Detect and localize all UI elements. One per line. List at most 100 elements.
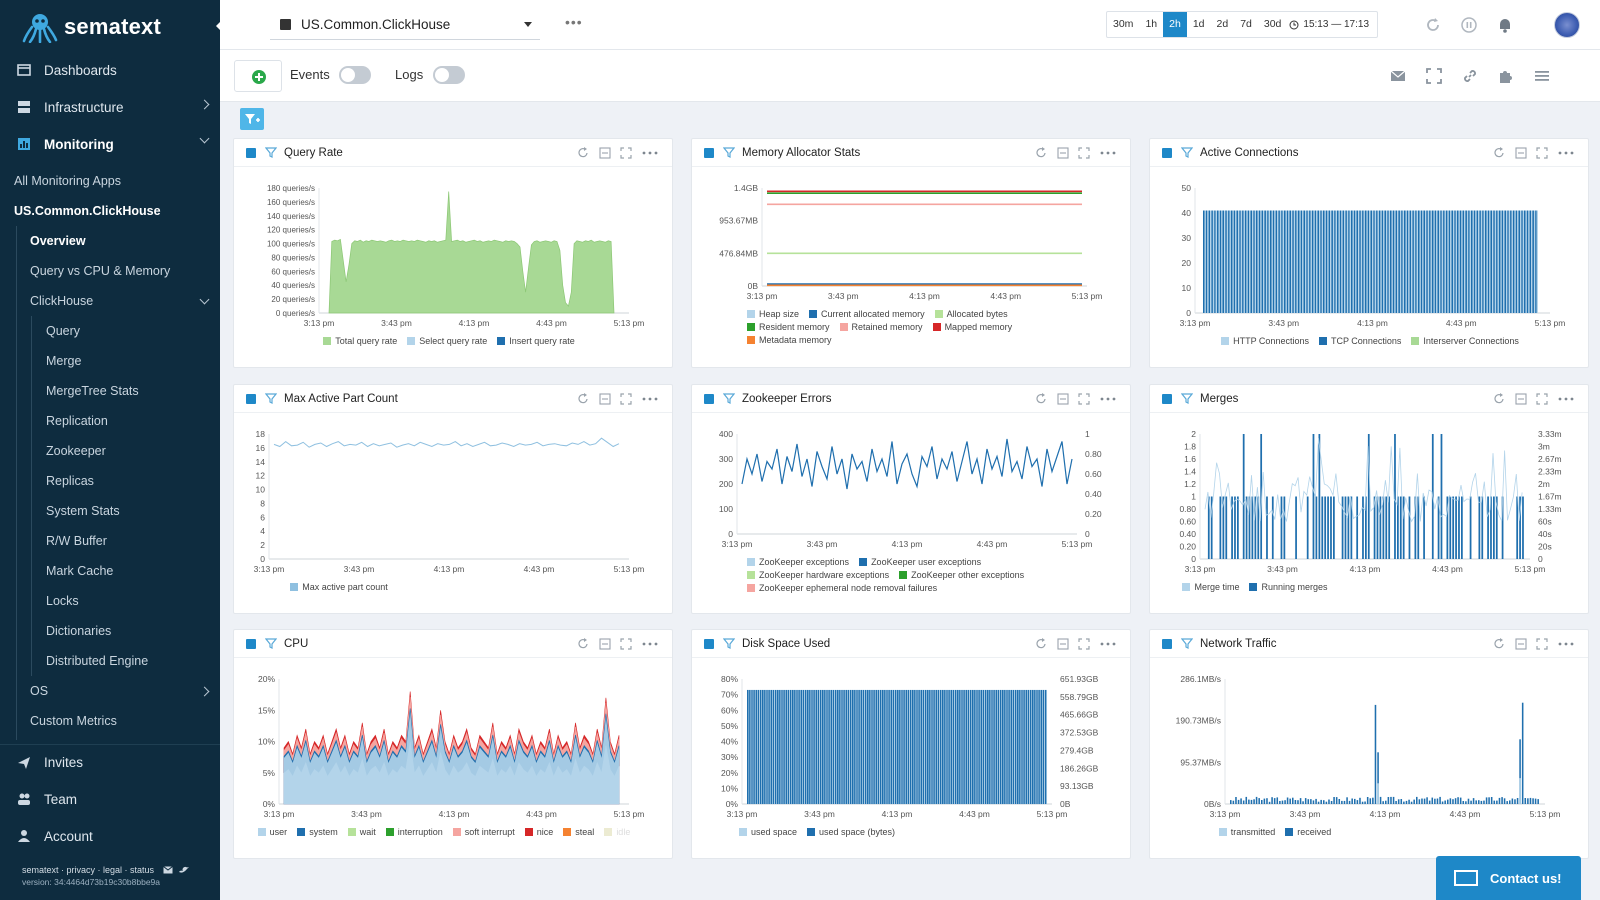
legend-item[interactable]: Insert query rate	[497, 335, 575, 348]
legend-item[interactable]: transmitted	[1218, 826, 1275, 839]
legend-item[interactable]: Allocated bytes	[934, 308, 1008, 321]
refresh-icon[interactable]	[1036, 147, 1046, 158]
refresh-icon[interactable]	[1424, 16, 1442, 34]
refresh-icon[interactable]	[578, 393, 588, 404]
legend-item[interactable]: Retained memory	[839, 321, 923, 334]
nav-dashboards[interactable]: Dashboards	[0, 52, 220, 88]
time-2h-button[interactable]: 2h	[1163, 12, 1187, 37]
expand-icon[interactable]	[620, 393, 632, 405]
sematext-logo[interactable]: sematext	[22, 10, 161, 44]
nav-clickhouse[interactable]: ClickHouse	[30, 294, 94, 308]
chart-type-icon[interactable]	[704, 639, 714, 649]
nav-invites[interactable]: Invites	[0, 744, 220, 780]
more-icon[interactable]	[1558, 151, 1574, 155]
legend-item[interactable]: ZooKeeper other exceptions	[899, 569, 1024, 582]
legend-item[interactable]: wait	[347, 826, 376, 839]
refresh-icon[interactable]	[578, 147, 588, 158]
mail-icon[interactable]	[1390, 68, 1406, 84]
fullscreen-icon[interactable]	[1426, 68, 1442, 84]
nav-replicas[interactable]: Replicas	[46, 474, 94, 488]
filter-icon[interactable]	[723, 393, 735, 404]
legend-item[interactable]: steal	[563, 826, 594, 839]
chart-type-icon[interactable]	[1162, 639, 1172, 649]
collapse-sidebar-button[interactable]	[212, 12, 220, 40]
filter-icon[interactable]	[265, 393, 277, 404]
legend-item[interactable]: TCP Connections	[1318, 335, 1401, 348]
minimize-icon[interactable]	[599, 393, 611, 405]
legend-item[interactable]: Mapped memory	[932, 321, 1012, 334]
filter-icon[interactable]	[1181, 393, 1193, 404]
legend-item[interactable]: ZooKeeper hardware exceptions	[747, 569, 889, 582]
expand-icon[interactable]	[620, 147, 632, 159]
legend-item[interactable]: Total query rate	[323, 335, 397, 348]
nav-overview[interactable]: Overview	[30, 234, 86, 248]
refresh-icon[interactable]	[1494, 147, 1504, 158]
pause-icon[interactable]	[1460, 16, 1478, 34]
more-options-icon[interactable]: •••	[565, 14, 583, 30]
avatar[interactable]	[1554, 12, 1580, 38]
minimize-icon[interactable]	[1057, 393, 1069, 405]
nav-dictionaries[interactable]: Dictionaries	[46, 624, 112, 638]
more-icon[interactable]	[1558, 397, 1574, 401]
filter-icon[interactable]	[723, 147, 735, 158]
time-30m-button[interactable]: 30m	[1113, 18, 1134, 30]
nav-current-app[interactable]: US.Common.ClickHouse	[14, 204, 161, 218]
chevron-right-icon[interactable]	[199, 686, 210, 697]
legend-item[interactable]: HTTP Connections	[1221, 335, 1309, 348]
footer-links[interactable]: sematext · privacy · legal · status	[22, 865, 190, 875]
legend-item[interactable]: Merge time	[1182, 581, 1239, 594]
more-icon[interactable]	[642, 397, 658, 401]
puzzle-icon[interactable]	[1498, 68, 1514, 84]
logs-toggle[interactable]	[433, 66, 465, 84]
legend-item[interactable]: system	[297, 826, 338, 839]
minimize-icon[interactable]	[599, 147, 611, 159]
legend-item[interactable]: ZooKeeper ephemeral node removal failure…	[747, 582, 937, 595]
legend-item[interactable]: Interserver Connections	[1411, 335, 1519, 348]
refresh-icon[interactable]	[1036, 638, 1046, 649]
time-2d-button[interactable]: 2d	[1216, 18, 1229, 30]
refresh-icon[interactable]	[578, 638, 588, 649]
legend-item[interactable]: Resident memory	[747, 321, 830, 334]
time-1h-button[interactable]: 1h	[1145, 18, 1158, 30]
more-icon[interactable]	[1100, 642, 1116, 646]
more-icon[interactable]	[1100, 397, 1116, 401]
chart-type-icon[interactable]	[704, 394, 714, 404]
nav-merge[interactable]: Merge	[46, 354, 82, 368]
minimize-icon[interactable]	[1057, 638, 1069, 650]
chart-type-icon[interactable]	[1162, 394, 1172, 404]
nav-mergetree-stats[interactable]: MergeTree Stats	[46, 384, 139, 398]
legend-item[interactable]: ZooKeeper user exceptions	[859, 556, 981, 569]
mail-icon[interactable]	[162, 866, 173, 874]
nav-query[interactable]: Query	[46, 324, 81, 338]
refresh-icon[interactable]	[1494, 638, 1504, 649]
more-icon[interactable]	[642, 151, 658, 155]
refresh-icon[interactable]	[1494, 393, 1504, 404]
menu-icon[interactable]	[1534, 68, 1550, 84]
time-range-text[interactable]: 15:13 — 17:13	[1303, 19, 1370, 30]
chevron-down-icon[interactable]	[199, 294, 210, 305]
app-selector[interactable]: US.Common.ClickHouse	[270, 10, 540, 40]
more-icon[interactable]	[1100, 151, 1116, 155]
nav-team[interactable]: Team	[0, 781, 220, 817]
legend-item[interactable]: received	[1285, 826, 1331, 839]
nav-mark-cache[interactable]: Mark Cache	[46, 564, 114, 578]
more-icon[interactable]	[642, 642, 658, 646]
footer-links-text[interactable]: sematext · privacy · legal · status	[22, 865, 155, 875]
refresh-icon[interactable]	[1036, 393, 1046, 404]
legend-item[interactable]: Current allocated memory	[809, 308, 925, 321]
legend-item[interactable]: interruption	[385, 826, 443, 839]
link-icon[interactable]	[1462, 68, 1478, 84]
legend-item[interactable]: ZooKeeper exceptions	[747, 556, 849, 569]
nav-zookeeper[interactable]: Zookeeper	[46, 444, 106, 458]
legend-item[interactable]: idle	[604, 826, 630, 839]
filter-icon[interactable]	[265, 638, 277, 649]
nav-account[interactable]: Account	[0, 818, 220, 854]
filter-button[interactable]	[240, 108, 264, 130]
chart-type-icon[interactable]	[1162, 148, 1172, 158]
legend-item[interactable]: Max active part count	[290, 581, 388, 594]
minimize-icon[interactable]	[1515, 393, 1527, 405]
expand-icon[interactable]	[1536, 638, 1548, 650]
expand-icon[interactable]	[1078, 638, 1090, 650]
expand-icon[interactable]	[1536, 147, 1548, 159]
minimize-icon[interactable]	[1515, 638, 1527, 650]
